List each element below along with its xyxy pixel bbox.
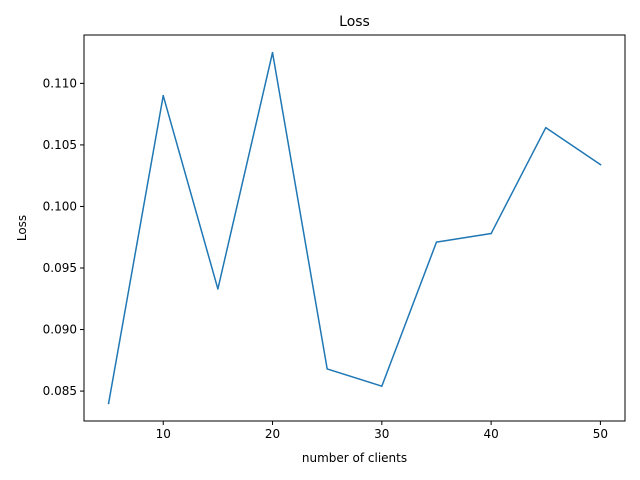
data-point [599, 163, 602, 166]
x-axis-ticks: 10 20 30 40 50 [156, 421, 608, 441]
data-point [381, 385, 383, 387]
series-line [107, 51, 602, 405]
x-tick-label: 10 [156, 427, 171, 441]
y-axis-label: Loss [15, 215, 29, 241]
x-tick-label: 40 [483, 427, 498, 441]
data-point [326, 368, 328, 370]
plot-background [84, 35, 625, 421]
data-point [217, 288, 219, 290]
plot-frame [83, 34, 626, 422]
data-point [490, 232, 492, 235]
y-axis-ticks: 0.085 0.090 0.095 0.100 0.105 0.110 [43, 76, 84, 398]
y-tick-label: 0.085 [43, 384, 77, 398]
x-tick-label: 20 [265, 427, 280, 441]
data-point [545, 126, 547, 129]
y-tick-label: 0.110 [43, 76, 77, 90]
chart-title: Loss [339, 14, 370, 30]
data-point [435, 241, 438, 243]
y-tick-label: 0.090 [43, 323, 77, 337]
data-point [107, 402, 110, 405]
plot-area [84, 35, 625, 421]
data-point [162, 94, 164, 97]
series-layer [107, 51, 602, 405]
y-tick-label: 0.095 [43, 261, 77, 275]
x-tick-label: 50 [593, 427, 608, 441]
x-axis-label: number of clients [302, 451, 407, 465]
x-tick-label: 30 [374, 427, 389, 441]
y-tick-label: 0.105 [43, 138, 77, 152]
data-point [271, 51, 274, 54]
y-tick-label: 0.100 [43, 199, 77, 213]
